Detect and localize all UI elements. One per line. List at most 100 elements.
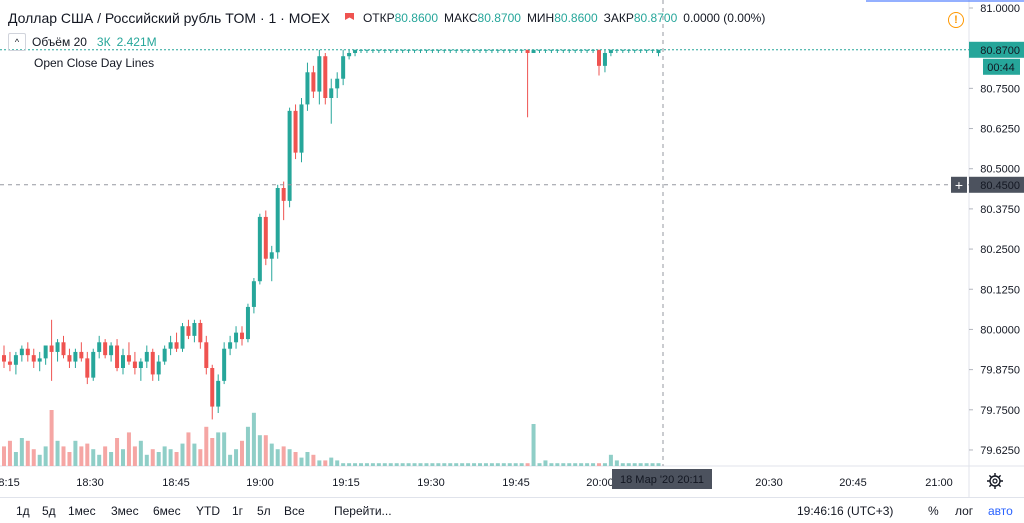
volume-bar	[626, 463, 631, 466]
volume-bar	[620, 463, 625, 466]
candle	[287, 107, 292, 208]
low-label: МИН	[526, 11, 555, 25]
candle-body	[109, 345, 114, 356]
clock[interactable]: 19:46:16 (UTC+3)	[797, 504, 894, 518]
volume-bar	[370, 463, 375, 466]
goto-button[interactable]: Перейти...	[334, 504, 392, 518]
range-6m[interactable]: 6мес	[153, 504, 181, 518]
candle-body	[85, 358, 90, 378]
price-tick-label: 80.3750	[980, 204, 1020, 216]
alert-icon[interactable]: !	[948, 12, 964, 28]
crosshair-plus-icon[interactable]: +	[955, 177, 963, 193]
volume-bar	[109, 452, 114, 466]
volume-bar	[394, 463, 399, 466]
candles	[2, 49, 661, 420]
candle	[620, 49, 625, 53]
volume-bar	[121, 449, 125, 466]
range-3m[interactable]: 3мес	[111, 504, 139, 518]
collapse-icon[interactable]: ^	[8, 33, 26, 51]
gear-icon[interactable]	[987, 473, 1003, 489]
volume-bar	[359, 463, 363, 466]
volume-bar	[156, 452, 161, 466]
candle-body	[275, 188, 280, 253]
price-tick-label: 80.2500	[980, 244, 1020, 256]
range-5y[interactable]: 5л	[257, 504, 271, 518]
volume-bar	[73, 440, 78, 466]
candle	[329, 78, 334, 124]
candle	[61, 335, 66, 359]
candle-body	[329, 88, 334, 98]
candle-body	[644, 49, 649, 51]
candle-body	[281, 188, 286, 201]
candle-body	[424, 49, 429, 51]
volume-bar	[614, 460, 619, 466]
range-1d[interactable]: 1д	[16, 504, 30, 518]
candle	[7, 351, 12, 372]
volume-bar	[287, 449, 292, 466]
candle	[489, 49, 494, 53]
candle-body	[192, 323, 197, 336]
crosshair-time-label: 18 Мар '20 20:11	[612, 469, 712, 489]
volume-bar	[591, 463, 596, 466]
candle	[549, 49, 554, 53]
candle	[305, 62, 310, 111]
candle	[19, 345, 24, 362]
auto-toggle[interactable]: авто	[988, 504, 1013, 518]
candle	[55, 339, 60, 362]
candle-body	[67, 355, 72, 362]
time-tick-label: 19:45	[502, 477, 530, 489]
candle	[156, 355, 161, 381]
volume-bar	[406, 463, 411, 466]
candle-body	[240, 332, 244, 340]
candle-body	[656, 49, 661, 53]
candle	[37, 351, 42, 372]
candle-body	[103, 342, 108, 356]
volume-label[interactable]: Объём 20	[32, 35, 87, 49]
candle-body	[180, 326, 185, 349]
volume-bar	[430, 463, 435, 466]
log-toggle[interactable]: лог	[955, 504, 974, 518]
candle-body	[293, 110, 298, 153]
symbol-header: Доллар США / Российский рубль TOM · 1 · …	[8, 10, 771, 26]
candle	[656, 49, 661, 57]
range-ytd[interactable]: YTD	[196, 504, 220, 518]
volume-bar	[305, 452, 310, 466]
bottom-toolbar: 1д 5д 1мес 3мес 6мес YTD 1г 5л Все Перей…	[0, 497, 1024, 523]
symbol-title[interactable]: Доллар США / Российский рубль TOM · 1 · …	[8, 10, 330, 26]
open-value: 80.8600	[394, 11, 439, 25]
candle	[323, 53, 328, 105]
candle-body	[311, 72, 316, 92]
candle	[121, 348, 125, 375]
volume-bar	[91, 449, 96, 466]
candle-body	[7, 361, 12, 365]
time-axis[interactable]: 18:15 18:30 18:45 19:00 19:15 19:30 19:45 20:00…	[0, 477, 953, 489]
candle	[257, 213, 262, 285]
candle	[424, 49, 429, 53]
time-tick-label: 19:30	[417, 477, 445, 489]
candle-body	[37, 358, 42, 362]
flag-icon[interactable]	[344, 12, 355, 24]
volume-bar	[216, 432, 221, 466]
candle-body	[436, 49, 441, 51]
range-1m[interactable]: 1мес	[68, 504, 96, 518]
range-all[interactable]: Все	[284, 504, 305, 518]
indicator-label[interactable]: Open Close Day Lines	[34, 56, 155, 70]
volume-bar	[608, 454, 613, 466]
volume-bar	[644, 463, 649, 466]
volume-bar	[25, 440, 30, 466]
low-field: МИН80.8600	[527, 11, 598, 25]
percent-toggle[interactable]: %	[928, 504, 939, 518]
candle-body	[620, 49, 625, 51]
candle	[436, 49, 441, 53]
range-5d[interactable]: 5д	[42, 504, 56, 518]
candle-body	[323, 56, 328, 98]
candle	[531, 49, 536, 53]
volume-bar	[269, 443, 274, 466]
volume-bar	[144, 454, 149, 466]
candle-body	[115, 345, 120, 368]
range-1y[interactable]: 1г	[232, 504, 244, 518]
volume-bar	[460, 463, 465, 466]
candle	[2, 345, 6, 368]
candle	[144, 345, 149, 368]
